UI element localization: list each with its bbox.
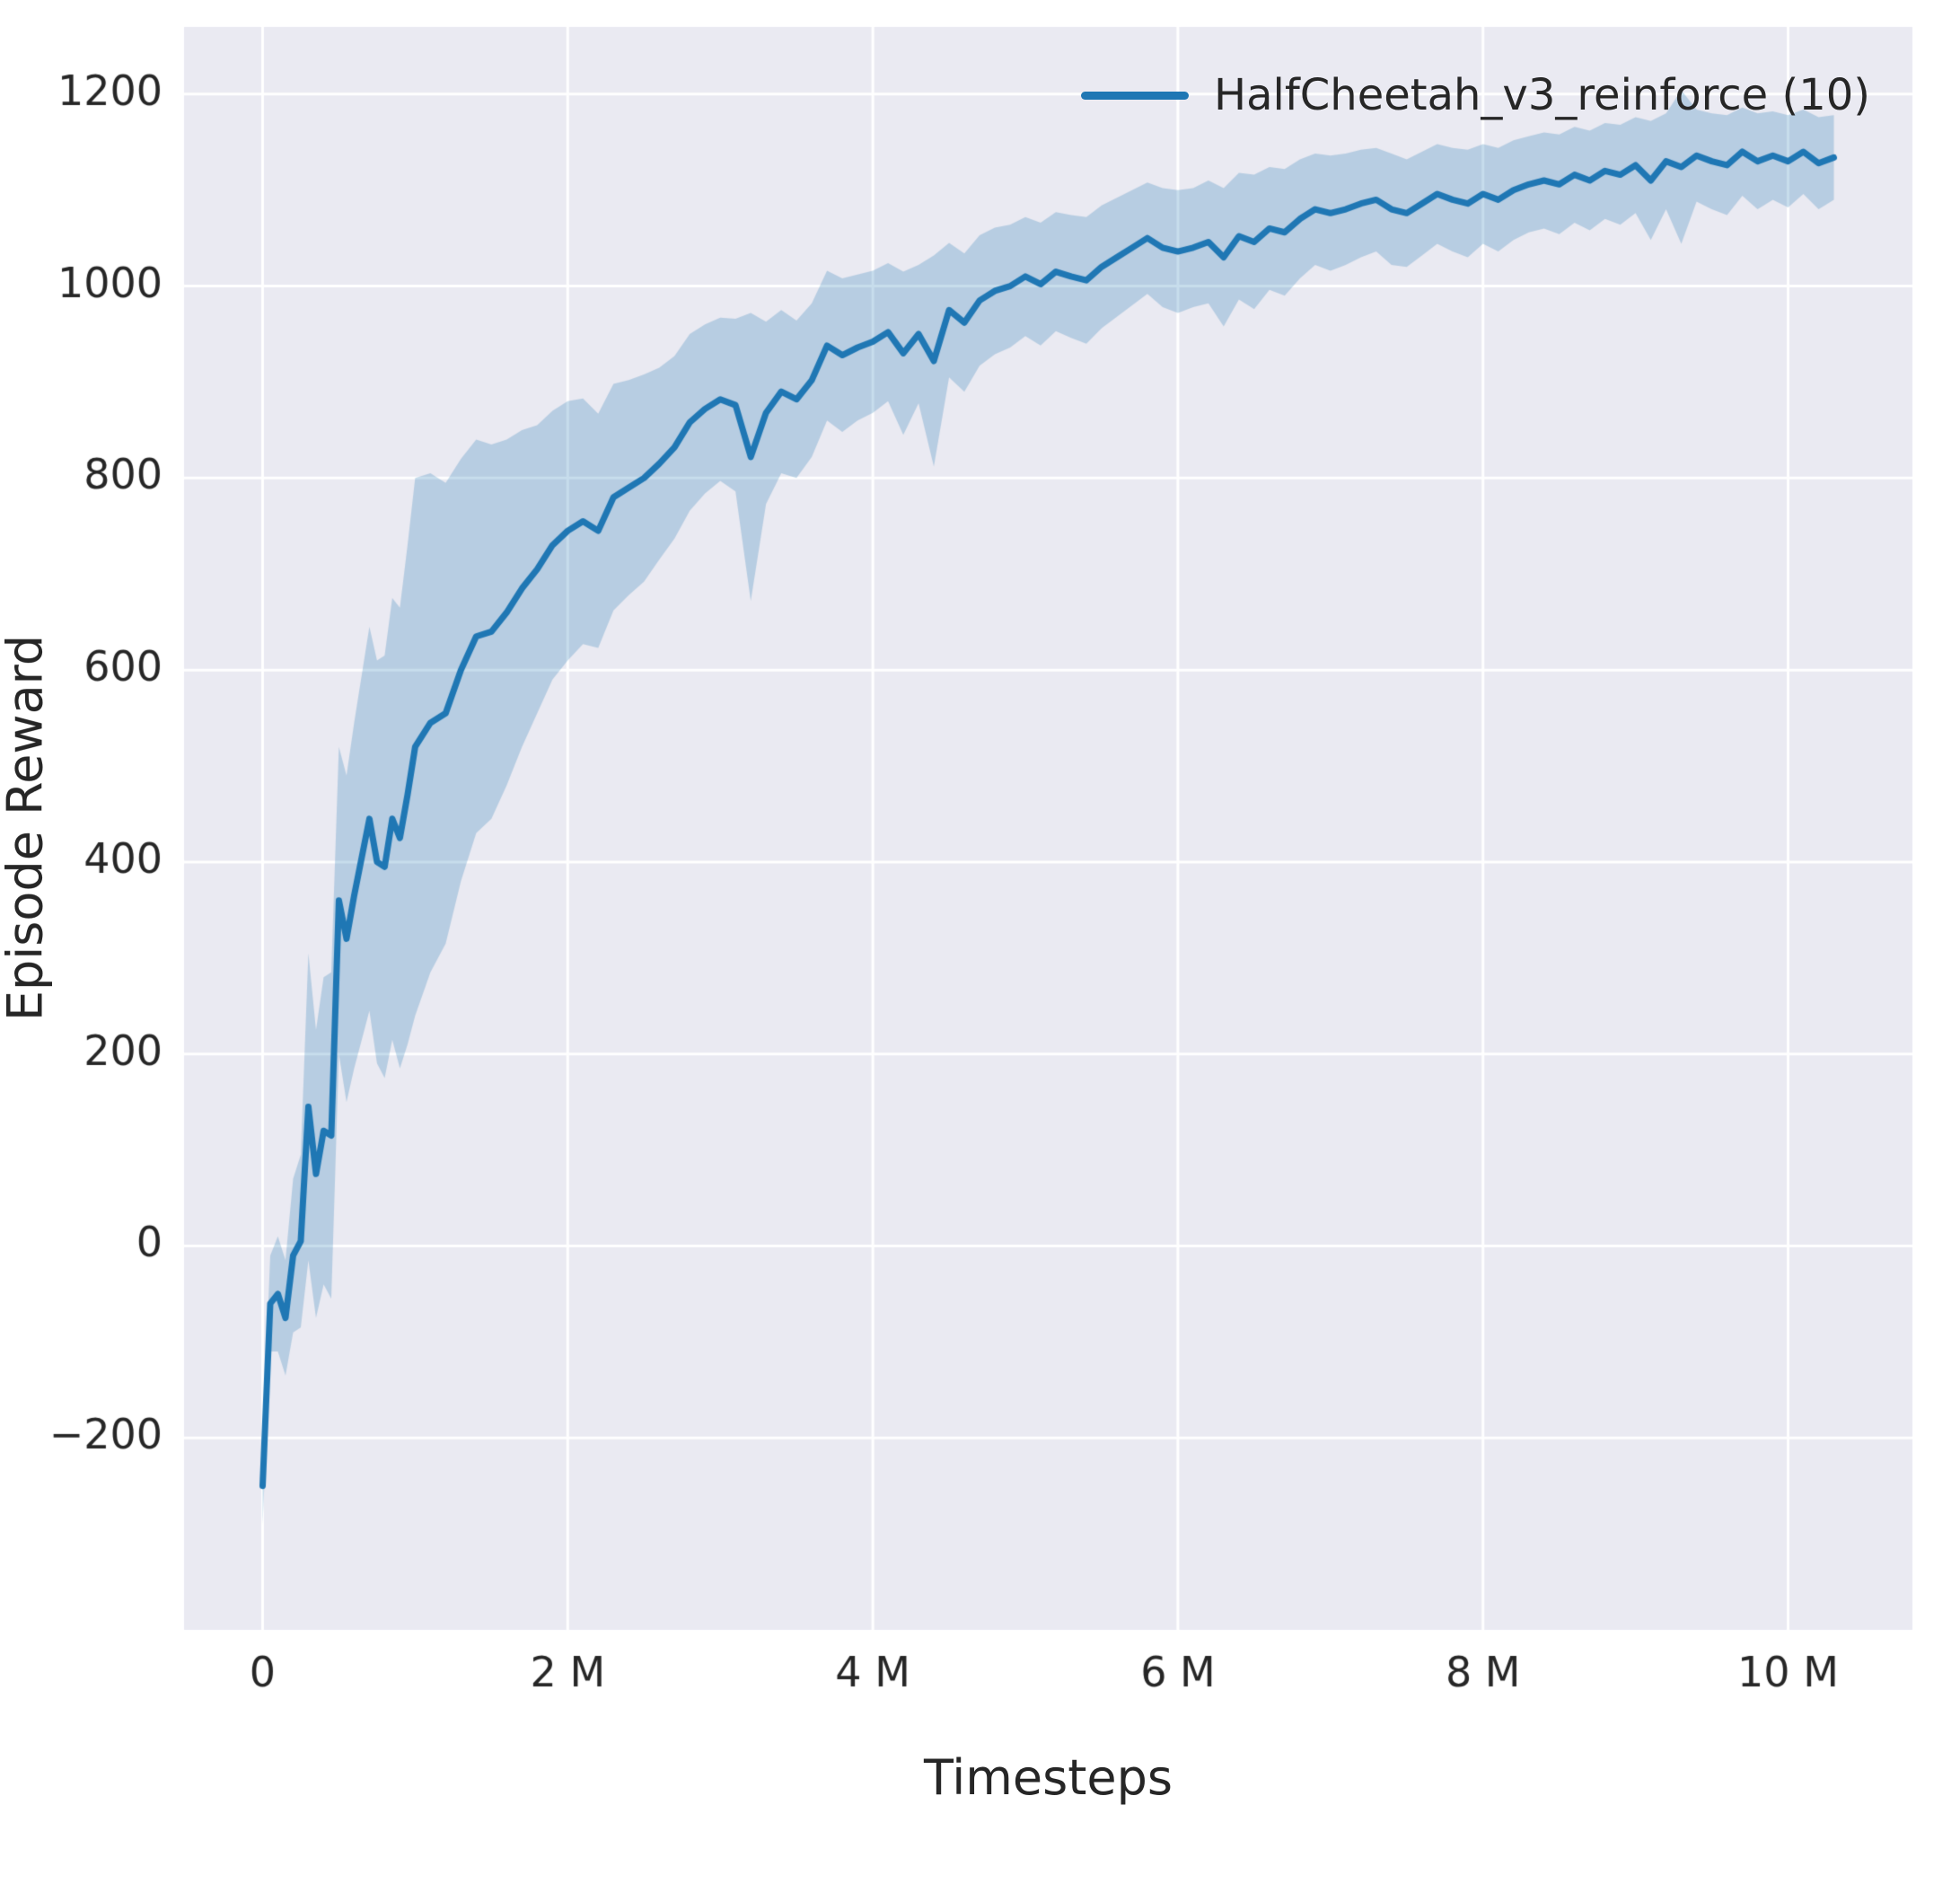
legend-label: HalfCheetah_v3_reinforce (10)	[1214, 70, 1870, 120]
y-axis-label: Episode Reward	[0, 634, 54, 1022]
legend: HalfCheetah_v3_reinforce (10)	[1081, 70, 1870, 120]
legend-line-swatch	[1081, 91, 1190, 100]
x-axis-label: Timesteps	[923, 1749, 1173, 1806]
